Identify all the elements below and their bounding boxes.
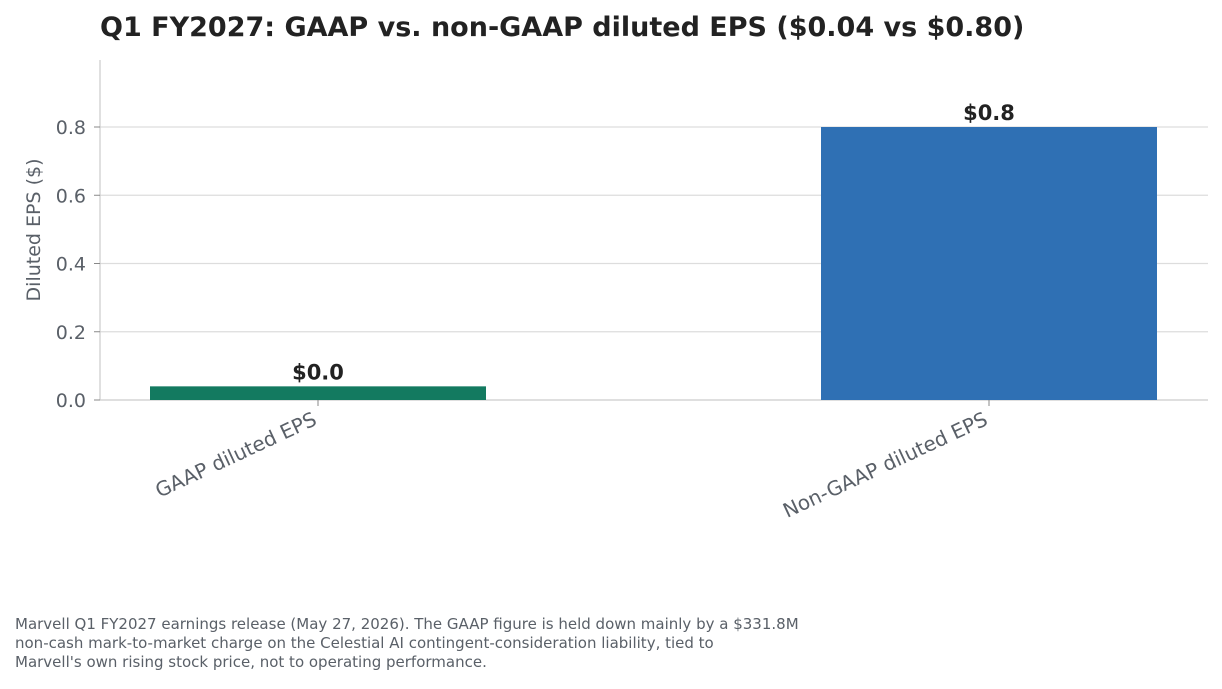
data-label: $0.8 bbox=[963, 101, 1015, 125]
caption-line: Marvell's own rising stock price, not to… bbox=[15, 653, 487, 671]
y-tick-label: 0.6 bbox=[56, 185, 86, 207]
bar bbox=[821, 127, 1157, 400]
y-axis-ticks: 0.0 0.2 0.4 0.6 0.8 bbox=[56, 117, 100, 412]
bar bbox=[150, 386, 486, 400]
y-tick-label: 0.0 bbox=[56, 390, 86, 412]
y-tick-label: 0.8 bbox=[56, 117, 86, 139]
x-axis-categories: GAAP diluted EPS Non-GAAP diluted EPS bbox=[151, 400, 991, 523]
chart-title: Q1 FY2027: GAAP vs. non-GAAP diluted EPS… bbox=[100, 12, 1024, 43]
y-tick-label: 0.2 bbox=[56, 322, 86, 344]
source-caption: Marvell Q1 FY2027 earnings release (May … bbox=[15, 615, 915, 672]
x-tick-label: Non-GAAP diluted EPS bbox=[779, 407, 991, 523]
y-tick-label: 0.4 bbox=[56, 254, 86, 276]
data-label: $0.0 bbox=[292, 360, 344, 384]
caption-line: Marvell Q1 FY2027 earnings release (May … bbox=[15, 615, 799, 633]
caption-line: non-cash mark-to-market charge on the Ce… bbox=[15, 634, 714, 652]
eps-bar-chart: Q1 FY2027: GAAP vs. non-GAAP diluted EPS… bbox=[23, 12, 1208, 523]
x-tick-label: GAAP diluted EPS bbox=[151, 407, 320, 503]
data-labels: $0.0 $0.8 bbox=[292, 101, 1015, 384]
bars bbox=[150, 127, 1157, 400]
y-axis-label: Diluted EPS ($) bbox=[23, 159, 45, 302]
